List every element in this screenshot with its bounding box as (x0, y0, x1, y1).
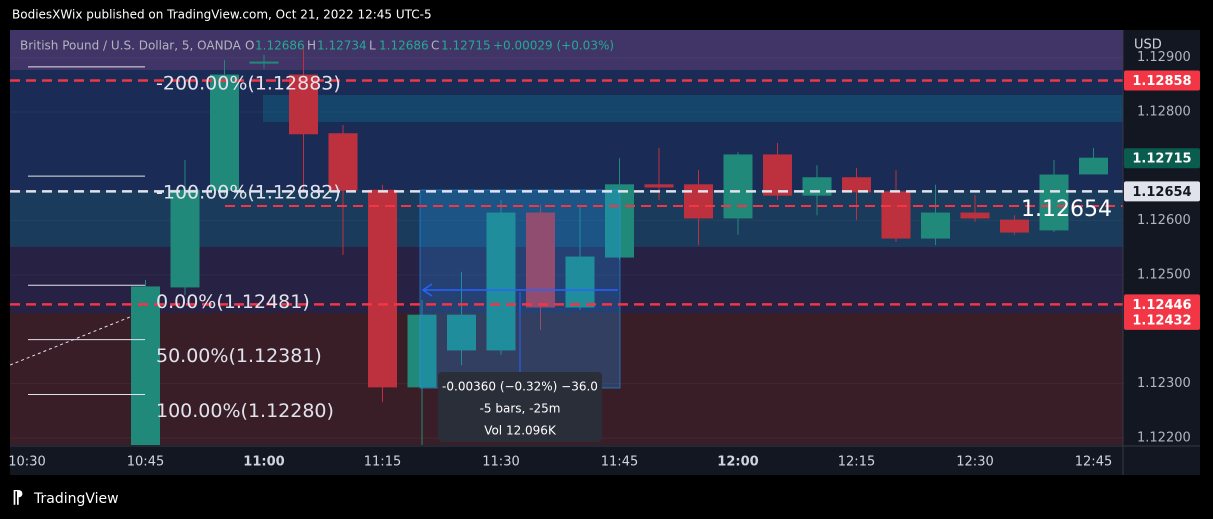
candle-body (368, 189, 397, 388)
legend-symbol: British Pound / U.S. Dollar, 5, OANDA (20, 39, 242, 53)
zone (10, 70, 1123, 190)
candle-body (249, 61, 279, 64)
candle-body (960, 212, 990, 219)
candle-body (210, 74, 239, 191)
legend-value: 1.12686 (255, 39, 305, 53)
legend-key: O (245, 39, 254, 53)
legend-key: C (431, 39, 439, 53)
x-tick-label: 11:15 (364, 455, 401, 470)
fib-label: 0.00%(1.12481) (156, 291, 310, 313)
price-label: 1.12654 (1021, 197, 1112, 222)
footer: TradingView (33, 491, 119, 507)
y-tick-label: 1.12800 (1137, 105, 1191, 120)
price-badge-label: 1.12446 (1132, 298, 1191, 313)
y-tick-label: 1.12900 (1137, 50, 1191, 65)
y-tick-label: 1.12500 (1137, 267, 1191, 282)
x-tick-label: 11:45 (601, 455, 638, 470)
price-badge-label: 1.12858 (1132, 74, 1191, 89)
candle-body (407, 314, 437, 388)
x-tick-label: 12:45 (1075, 455, 1112, 470)
candle-body (486, 212, 516, 351)
x-tick-label: 10:45 (127, 455, 164, 470)
price-badge (1124, 309, 1200, 330)
candle-body (1000, 219, 1029, 233)
measure-text: -5 bars, -25m (480, 402, 561, 416)
candle-body (328, 133, 358, 191)
price-badge (1124, 181, 1200, 202)
candle-body (1039, 174, 1069, 231)
price-badge-label: 1.12715 (1132, 152, 1191, 167)
legend-key: L (369, 39, 376, 53)
legend-change: +0.00029 (+0.03%) (493, 39, 614, 53)
candle-body (723, 154, 753, 219)
overlay: -200.00%(1.12883) -100.00%(1.12682) 0.00%(… (156, 70, 1200, 442)
candle-body (131, 286, 160, 445)
candle-body (289, 74, 318, 135)
header: BodiesXWix published on TradingView.com,… (12, 8, 432, 22)
zone (10, 30, 1123, 70)
price-badge-label: 1.12432 (1132, 313, 1191, 328)
legend-key: H (307, 39, 316, 53)
candle-body (763, 154, 792, 196)
axis-unit: USD (1134, 38, 1162, 53)
y-tick-label: 1.12600 (1137, 213, 1191, 228)
legend-value: 1.12715 (441, 39, 491, 53)
y-tick-label: 1.12300 (1137, 376, 1191, 391)
candle-body (526, 212, 555, 308)
plot-area (10, 30, 1123, 445)
candle-body (921, 212, 950, 239)
logo-mark: ⁋ (12, 487, 23, 508)
fib-label: 50.00%(1.12381) (156, 345, 322, 367)
x-tick-label: 11:00 (243, 455, 284, 470)
x-tick-label: 11:30 (482, 455, 519, 470)
legend-value: 1.12686 (379, 39, 429, 53)
price-badge (1124, 148, 1200, 169)
price-badge-label: 1.12654 (1132, 185, 1191, 200)
candle-body (170, 189, 200, 288)
candle-body (842, 177, 871, 193)
measure-text: -0.00360 (−0.32%) −36.0 (442, 380, 598, 394)
fib-label: -200.00%(1.12883) (156, 72, 341, 94)
fib-label: 100.00%(1.12280) (156, 400, 334, 422)
zone (263, 95, 1123, 122)
x-tick-label: 12:15 (838, 455, 875, 470)
price-badge (1124, 294, 1200, 315)
y-tick-label: 1.12200 (1137, 430, 1191, 445)
x-tick-label: 10:30 (8, 455, 45, 470)
legend-value: 1.12734 (317, 39, 367, 53)
fib-label: -100.00%(1.12682) (156, 182, 341, 204)
x-tick-label: 12:30 (956, 455, 993, 470)
candle-body (881, 191, 911, 239)
price-badge (1124, 70, 1200, 91)
measure-tooltip (438, 372, 602, 442)
candle-body (565, 256, 595, 308)
candle-body (447, 314, 476, 351)
candle-body (1079, 157, 1108, 175)
candle-body (644, 184, 674, 188)
x-tick-label: 12:00 (717, 455, 758, 470)
measure-text: Vol 12.096K (484, 424, 557, 438)
measure-arrowhead (421, 283, 433, 297)
